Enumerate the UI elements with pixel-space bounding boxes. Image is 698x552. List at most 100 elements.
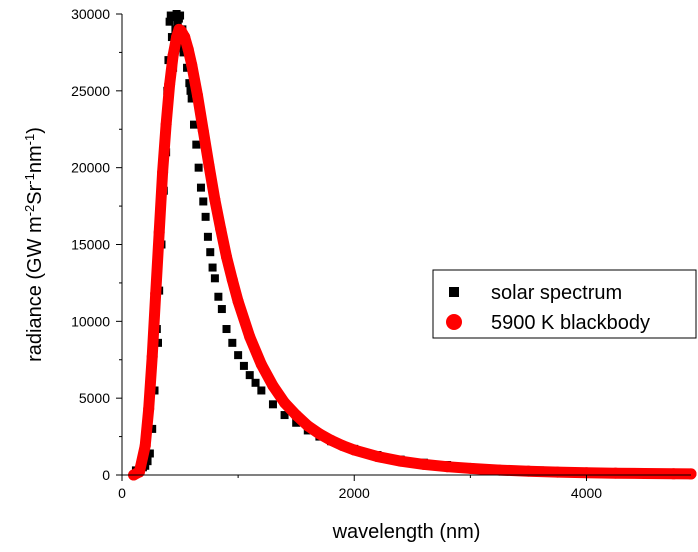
legend-marker-blackbody <box>446 314 462 330</box>
legend-marker-solar-spectrum <box>449 287 459 297</box>
y-axis-title-part: nm <box>24 145 46 173</box>
solar-spectrum-point <box>280 411 289 420</box>
blackbody-point <box>551 466 563 478</box>
blackbody-point <box>639 468 651 480</box>
solar-spectrum-point <box>222 325 231 334</box>
solar-spectrum-point <box>187 94 196 103</box>
blackbody-point <box>302 420 314 432</box>
axes <box>121 14 691 476</box>
blackbody-point <box>153 226 165 238</box>
x-tick-label: 2000 <box>339 485 370 501</box>
blackbody-point <box>418 458 430 470</box>
solar-spectrum-point <box>145 449 154 458</box>
solar-spectrum-point <box>210 274 219 283</box>
solar-spectrum-point <box>194 163 203 172</box>
blackbody-point <box>685 468 697 480</box>
blackbody-point <box>337 440 349 452</box>
blackbody-point <box>232 295 244 307</box>
y-tick-label: 30000 <box>71 6 110 22</box>
blackbody-point <box>146 351 158 363</box>
x-tick-label: 4000 <box>571 485 602 501</box>
blackbody-point <box>139 440 151 452</box>
blackbody-point <box>215 223 227 235</box>
legend-label-blackbody: 5900 K blackbody <box>491 312 650 334</box>
blackbody-point <box>371 451 383 463</box>
blackbody-point <box>191 89 203 101</box>
solar-spectrum-point <box>251 378 260 387</box>
y-axis-title-part: -1 <box>22 134 37 146</box>
solar-spectrum-point <box>203 232 212 241</box>
solar-spectrum-point <box>234 351 243 360</box>
solar-spectrum-point <box>208 263 217 272</box>
blackbody-point <box>522 465 534 477</box>
solar-spectrum-point <box>176 11 185 20</box>
blackbody-point <box>133 466 145 478</box>
solar-spectrum-point <box>185 79 194 88</box>
blackbody-point <box>157 166 169 178</box>
y-tick-label: 0 <box>102 467 110 483</box>
blackbody-point <box>179 31 191 43</box>
y-axis-title-part: ) <box>24 127 46 134</box>
y-tick-label: 15000 <box>71 237 110 253</box>
y-axis-title-part: radiance (GW m <box>24 216 46 362</box>
y-tick-label: 5000 <box>79 390 110 406</box>
solar-spectrum-point <box>199 197 208 206</box>
blackbody-point <box>493 464 505 476</box>
solar-spectrum-point <box>228 338 237 347</box>
blackbody-point <box>167 49 179 61</box>
blackbody-point <box>610 467 622 479</box>
solar-spectrum-point <box>165 17 174 26</box>
y-axis-title-part: -1 <box>22 173 37 185</box>
y-axis-title-part: Sr <box>24 184 46 204</box>
blackbody-point <box>226 274 238 286</box>
blackbody-point <box>244 331 256 343</box>
solar-spectrum-point <box>196 183 205 192</box>
blackbody-point <box>150 288 162 300</box>
y-axis-title: radiance (GW m-2Sr-1nm-1) <box>22 127 47 362</box>
solar-spectrum-point <box>292 418 301 427</box>
blackbody-point <box>160 119 172 131</box>
solar-spectrum-point <box>257 386 266 395</box>
solar-spectrum-point <box>217 305 226 314</box>
blackbody-curve <box>128 23 697 481</box>
x-tick-label: 0 <box>118 485 126 501</box>
blackbody-point <box>441 461 453 473</box>
blackbody-point <box>209 194 221 206</box>
x-axis-title: wavelength (nm) <box>332 521 481 543</box>
y-axis-title-part: -2 <box>22 205 37 217</box>
legend-box <box>432 269 697 339</box>
blackbody-point <box>186 59 198 71</box>
solar-spectrum-point <box>189 120 198 129</box>
blackbody-point <box>464 462 476 474</box>
ticks: 0 5000 10000 15000 20000 25000 30000 0 2000 4000 <box>71 6 602 501</box>
solar-spectrum-point <box>143 457 152 466</box>
solar-spectrum-point <box>192 140 201 149</box>
blackbody-point <box>348 444 360 456</box>
data-layer <box>128 10 697 481</box>
blackbody-point <box>313 428 325 440</box>
solar-spectrum-point <box>201 212 210 221</box>
blackbody-point <box>143 403 155 415</box>
blackbody-point <box>182 43 194 55</box>
solar-spectrum-point <box>186 86 195 95</box>
series-solar-spectrum <box>131 10 684 478</box>
legend: solar spectrum 5900 K blackbody <box>432 269 697 339</box>
blackbody-point <box>290 409 302 421</box>
blackbody-point <box>267 380 279 392</box>
blackbody-point <box>668 468 680 480</box>
legend-label-solar-spectrum: solar spectrum <box>491 282 622 304</box>
solar-spectrum-point <box>245 371 254 380</box>
blackbody-point <box>197 125 209 137</box>
y-tick-label: 10000 <box>71 313 110 329</box>
blackbody-point <box>279 397 291 409</box>
blackbody-point <box>325 434 337 446</box>
y-tick-label: 20000 <box>71 160 110 176</box>
solar-spectrum-point <box>214 292 223 301</box>
blackbody-point <box>395 455 407 467</box>
solar-spectrum-point <box>239 361 248 370</box>
blackbody-point <box>221 251 233 263</box>
blackbody-point <box>203 160 215 172</box>
solar-spectrum-point <box>268 400 277 409</box>
y-tick-label: 25000 <box>71 83 110 99</box>
